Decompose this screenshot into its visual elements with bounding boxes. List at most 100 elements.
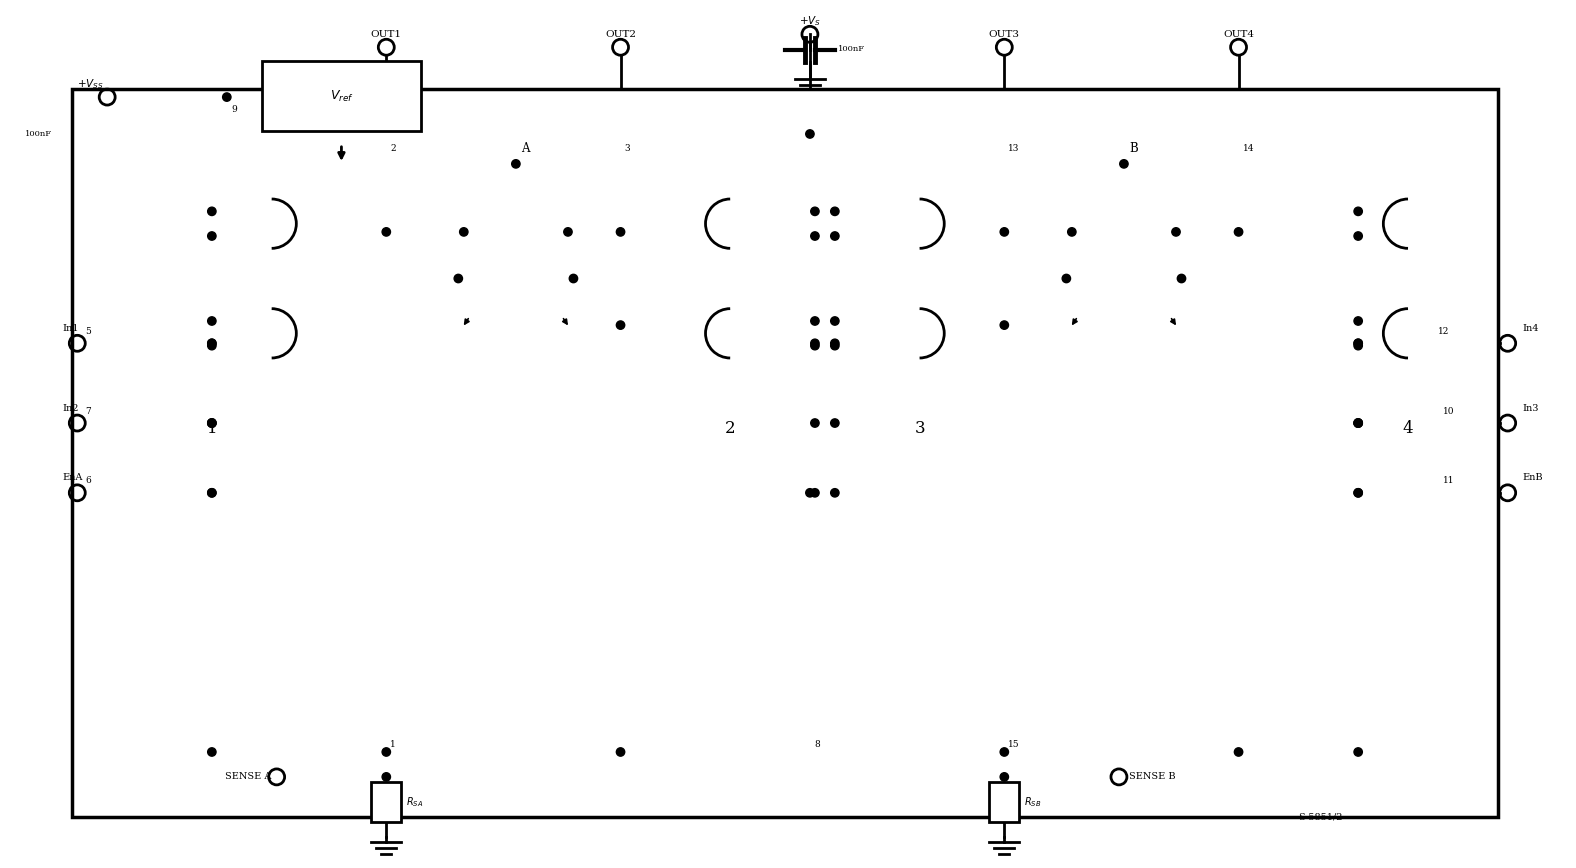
Circle shape <box>616 748 624 756</box>
Bar <box>262 62 421 131</box>
Circle shape <box>1354 341 1362 350</box>
Text: 11: 11 <box>1444 477 1455 485</box>
Circle shape <box>208 748 216 756</box>
Circle shape <box>1354 489 1362 497</box>
Text: OUT1: OUT1 <box>370 30 402 39</box>
Text: In4: In4 <box>1522 324 1540 332</box>
Text: OUT3: OUT3 <box>988 30 1020 39</box>
Text: SENSE A: SENSE A <box>225 773 271 781</box>
Circle shape <box>208 339 216 347</box>
Text: A: A <box>520 142 530 155</box>
Circle shape <box>831 232 838 240</box>
Circle shape <box>1001 227 1009 236</box>
Circle shape <box>1067 227 1076 236</box>
Text: 8: 8 <box>813 740 820 748</box>
Circle shape <box>208 232 216 240</box>
Text: OUT2: OUT2 <box>605 30 637 39</box>
Circle shape <box>1354 317 1362 326</box>
Circle shape <box>1354 419 1362 427</box>
Circle shape <box>831 489 838 497</box>
Circle shape <box>1354 339 1362 347</box>
Circle shape <box>831 317 838 326</box>
Text: OUT4: OUT4 <box>1223 30 1254 39</box>
Bar <box>372 782 402 822</box>
Circle shape <box>831 339 838 347</box>
Text: 7: 7 <box>85 406 91 416</box>
Text: $+V_S$: $+V_S$ <box>799 15 821 29</box>
Text: $R_{SB}$: $R_{SB}$ <box>1024 795 1042 809</box>
Text: In3: In3 <box>1522 404 1540 412</box>
Circle shape <box>810 232 820 240</box>
Circle shape <box>1062 274 1070 283</box>
Bar <box>72 89 1497 817</box>
Text: 100nF: 100nF <box>838 45 865 53</box>
Circle shape <box>831 341 838 350</box>
Circle shape <box>454 274 462 283</box>
Circle shape <box>1354 232 1362 240</box>
Text: 13: 13 <box>1009 144 1020 154</box>
Circle shape <box>1354 339 1362 347</box>
Circle shape <box>805 489 815 497</box>
Bar <box>990 782 1020 822</box>
Text: 9: 9 <box>232 104 238 114</box>
Text: 12: 12 <box>1437 327 1450 336</box>
Circle shape <box>1001 321 1009 329</box>
Text: 3: 3 <box>914 419 925 437</box>
Circle shape <box>1001 748 1009 756</box>
Circle shape <box>208 419 216 427</box>
Text: 4: 4 <box>1403 419 1414 437</box>
Circle shape <box>810 207 820 215</box>
Circle shape <box>381 748 391 756</box>
Circle shape <box>810 489 820 497</box>
Text: 2: 2 <box>725 419 736 437</box>
Text: 1: 1 <box>206 419 217 437</box>
Text: SENSE B: SENSE B <box>1128 773 1176 781</box>
Circle shape <box>1234 748 1243 756</box>
Text: 5: 5 <box>85 327 91 336</box>
Circle shape <box>512 160 520 168</box>
Circle shape <box>1001 773 1009 781</box>
Text: EnB: EnB <box>1522 473 1543 483</box>
Circle shape <box>222 93 232 102</box>
Text: 100nF: 100nF <box>25 130 52 138</box>
Circle shape <box>208 489 216 497</box>
Text: 15: 15 <box>1009 740 1020 748</box>
Circle shape <box>616 321 624 329</box>
Text: S-5851/2: S-5851/2 <box>1299 812 1343 821</box>
Circle shape <box>1354 419 1362 427</box>
Circle shape <box>1354 489 1362 497</box>
Text: 6: 6 <box>85 477 91 485</box>
Circle shape <box>810 419 820 427</box>
Circle shape <box>1173 227 1180 236</box>
Circle shape <box>1354 419 1362 427</box>
Circle shape <box>208 419 216 427</box>
Circle shape <box>569 274 578 283</box>
Circle shape <box>1354 748 1362 756</box>
Circle shape <box>831 419 838 427</box>
Circle shape <box>810 341 820 350</box>
Circle shape <box>616 227 624 236</box>
Text: $R_{SA}$: $R_{SA}$ <box>407 795 424 809</box>
Text: In2: In2 <box>63 404 79 412</box>
Circle shape <box>1354 207 1362 215</box>
Text: B: B <box>1128 142 1138 155</box>
Text: In1: In1 <box>63 324 79 332</box>
Circle shape <box>208 419 216 427</box>
Circle shape <box>208 341 216 350</box>
Circle shape <box>805 130 815 138</box>
Text: $+V_{SS}$: $+V_{SS}$ <box>77 77 104 91</box>
Text: 14: 14 <box>1242 144 1254 154</box>
Circle shape <box>208 489 216 497</box>
Circle shape <box>564 227 572 236</box>
Circle shape <box>381 773 391 781</box>
Text: 1: 1 <box>391 740 396 748</box>
Circle shape <box>208 317 216 326</box>
Circle shape <box>831 207 838 215</box>
Text: $V_{ref}$: $V_{ref}$ <box>329 89 353 103</box>
Text: 2: 2 <box>391 144 396 154</box>
Circle shape <box>381 227 391 236</box>
Text: EnA: EnA <box>63 473 82 483</box>
Circle shape <box>810 339 820 347</box>
Text: 3: 3 <box>624 144 630 154</box>
Circle shape <box>1119 160 1128 168</box>
